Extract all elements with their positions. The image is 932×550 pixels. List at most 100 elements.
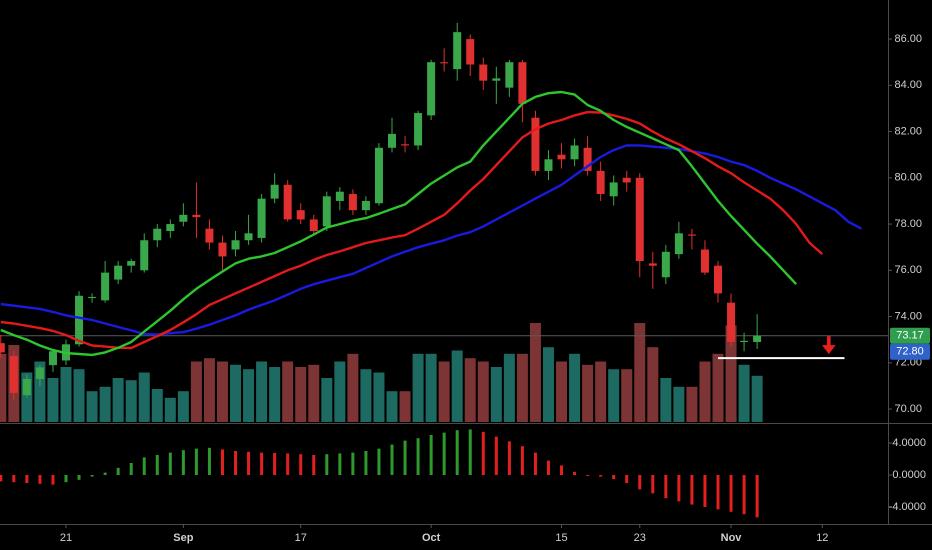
volume-bar xyxy=(386,391,398,422)
volume-bar xyxy=(412,353,424,422)
candle-body xyxy=(231,240,240,250)
volume-bar xyxy=(47,378,59,422)
oscillator-bar xyxy=(116,467,120,475)
volume-bar xyxy=(751,375,763,422)
candle-body xyxy=(179,214,188,222)
candle-body xyxy=(88,296,97,299)
volume-bar xyxy=(243,369,255,422)
y-tick-label: 76.00 xyxy=(894,264,922,276)
oscillator-bar xyxy=(716,475,720,510)
volume-bar xyxy=(60,367,72,422)
volume-bar xyxy=(203,358,215,422)
oscillator-bar xyxy=(364,451,368,475)
volume-bar xyxy=(660,378,672,422)
volume-bar xyxy=(542,347,554,422)
x-tick-label: Nov xyxy=(721,532,743,544)
oscillator-bar xyxy=(234,451,238,475)
oscillator-bar xyxy=(260,452,264,475)
oscillator-bar xyxy=(703,475,707,507)
price-label: 73.17 xyxy=(896,330,924,342)
oscillator-bar xyxy=(90,475,94,477)
candle-body xyxy=(388,133,396,148)
down-arrow xyxy=(822,336,836,355)
volume-bar xyxy=(608,369,620,422)
oscillator-bar xyxy=(155,455,159,475)
candle-body xyxy=(205,228,214,243)
volume-bar xyxy=(86,391,98,422)
candle-body xyxy=(648,263,657,266)
oscillator-bar xyxy=(455,430,459,475)
candle-body xyxy=(427,62,436,116)
candle-body xyxy=(244,233,253,241)
candle-body xyxy=(596,170,605,195)
candle-body xyxy=(140,240,149,271)
volume-bar xyxy=(216,361,228,422)
volume-bar xyxy=(360,369,372,422)
volume-bar xyxy=(673,386,685,422)
volume-bar xyxy=(0,353,7,422)
candle-body xyxy=(674,233,683,255)
candle-body xyxy=(700,249,709,273)
oscillator-bar xyxy=(677,475,681,502)
y-tick-label: 74.00 xyxy=(894,310,922,322)
oscillator-bar xyxy=(612,475,616,479)
volume-bar xyxy=(712,353,724,422)
oscillator-bar xyxy=(690,475,694,505)
candle-body xyxy=(127,261,136,266)
y-tick-label: 78.00 xyxy=(894,218,922,230)
candle-body xyxy=(453,32,462,70)
oscillator-bar xyxy=(142,457,146,475)
x-tick-label: 23 xyxy=(634,532,646,544)
candle-body xyxy=(218,242,227,257)
candle-body xyxy=(570,145,579,160)
volume-bar xyxy=(151,389,163,422)
oscillator-bar xyxy=(651,475,655,494)
y-tick-label: -4.0000 xyxy=(889,501,926,513)
candle-body xyxy=(583,147,592,171)
oscillator-bar xyxy=(507,441,511,475)
volume-bar xyxy=(282,361,294,422)
candle-body xyxy=(22,378,31,396)
candle-body xyxy=(440,62,449,64)
volume-bar xyxy=(621,369,633,422)
volume-bar xyxy=(503,353,515,422)
price-label-box xyxy=(890,343,930,360)
oscillator-bar xyxy=(207,447,211,475)
x-tick-label: 21 xyxy=(60,532,72,544)
candle-body xyxy=(35,367,44,379)
y-tick-label: 84.00 xyxy=(894,79,922,91)
oscillator-bar xyxy=(546,460,550,475)
volume-bar xyxy=(164,397,176,422)
volume-bar xyxy=(451,350,463,422)
volume-bar xyxy=(647,347,659,422)
candle-body xyxy=(192,214,201,218)
y-tick-label: 80.00 xyxy=(894,172,922,184)
candle-body xyxy=(544,159,553,171)
candle-body xyxy=(531,117,540,171)
oscillator-bar xyxy=(129,463,133,475)
oscillator-bar xyxy=(64,475,68,483)
candle-body xyxy=(348,194,357,211)
y-tick-label: 4.0000 xyxy=(892,437,926,449)
volume-bar xyxy=(529,323,541,422)
candle-body xyxy=(740,340,749,342)
volume-bar xyxy=(516,353,528,422)
volume-bar xyxy=(464,358,476,422)
volume-bar xyxy=(373,372,385,422)
oscillator-bar xyxy=(416,438,420,475)
oscillator-bar xyxy=(103,472,107,475)
candle-body xyxy=(753,335,762,342)
volume-bar xyxy=(295,367,307,422)
volume-bar xyxy=(256,361,268,422)
volume-bar xyxy=(634,323,646,422)
candle-body xyxy=(309,219,318,232)
oscillator-bar xyxy=(77,475,81,480)
indicator-line xyxy=(0,90,798,357)
x-tick-label: Sep xyxy=(173,532,193,544)
candle-body xyxy=(101,272,110,301)
candle-body xyxy=(609,182,618,197)
y-tick-label: 70.00 xyxy=(894,403,922,415)
oscillator-bar xyxy=(560,465,564,475)
candle-body xyxy=(322,196,331,227)
candle-body xyxy=(257,198,266,238)
